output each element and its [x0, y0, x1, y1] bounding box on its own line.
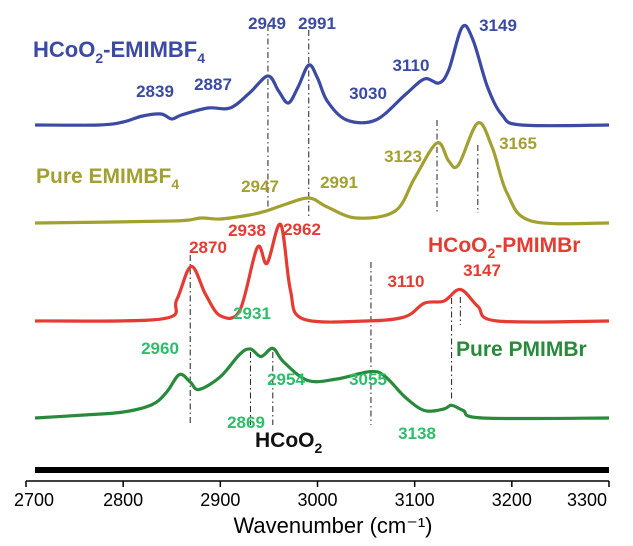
peak-label-blue: 2949 [248, 14, 286, 33]
x-tick-label: 2800 [103, 490, 143, 510]
pure-pmimbr-curve [34, 346, 610, 421]
peak-label-red: 2870 [189, 238, 227, 257]
peak-label-red: 2962 [283, 220, 321, 239]
hcoo2-pmimbr-curve [34, 222, 610, 324]
x-tick-label: 2900 [200, 490, 240, 510]
reference-baseline-bar [35, 467, 609, 473]
x-axis-label: Wavenumber (cm⁻¹) [233, 513, 432, 538]
pure-emimbf4-curve [34, 121, 610, 226]
peak-label-red: 3147 [463, 261, 501, 280]
x-tick-label: 3100 [395, 490, 435, 510]
peak-label-green: 2954 [267, 370, 305, 389]
dash-dot-reference-lines [189, 25, 479, 425]
peak-label-blue: 2839 [136, 82, 174, 101]
x-tick-label: 2700 [14, 490, 54, 510]
peak-label-green: 2960 [141, 339, 179, 358]
peak-label-blue: 3149 [479, 16, 517, 35]
peak-label-olive: 3123 [384, 147, 422, 166]
x-tick-label: 3000 [297, 490, 337, 510]
peak-labels: 2839 2887 2949 2991 3030 3110 3149 2947 2991 3123… [136, 14, 537, 443]
x-tick-label: 3300 [567, 490, 607, 510]
peak-label-blue: 3110 [393, 56, 430, 75]
peak-label-red: 3110 [388, 272, 425, 291]
peak-label-green: 2869 [227, 413, 265, 432]
peak-label-green: 3055 [349, 370, 387, 389]
peak-label-olive: 2991 [320, 173, 358, 192]
series-label-hcoo2-pmimbr: HCoO2-PMIMBr [428, 234, 580, 261]
peak-label-green: 2931 [233, 304, 271, 323]
x-axis-ticks: 2700 2800 2900 3000 3100 3200 3300 [14, 481, 610, 510]
series-label-hcoo2-emimbf4: HCoO2-EMIMBF4 [33, 37, 205, 66]
x-tick-label: 3200 [492, 490, 532, 510]
series-label-pure-emimbf4: Pure EMIMBF4 [36, 165, 179, 192]
peak-label-blue: 2991 [298, 14, 336, 33]
hcoo2-emimbf4-curve [34, 23, 610, 128]
peak-label-olive: 2947 [241, 177, 279, 196]
series-label-pure-pmimbr: Pure PMIMBr [456, 338, 587, 361]
peak-label-olive: 3165 [499, 134, 537, 153]
peak-label-blue: 2887 [194, 75, 232, 94]
peak-label-red: 2938 [228, 221, 266, 240]
peak-label-green: 3138 [398, 424, 436, 443]
reference-label-hcoo2: HCoO2 [255, 429, 323, 456]
peak-label-blue: 3030 [349, 84, 387, 103]
spectrum-curves [34, 23, 610, 421]
